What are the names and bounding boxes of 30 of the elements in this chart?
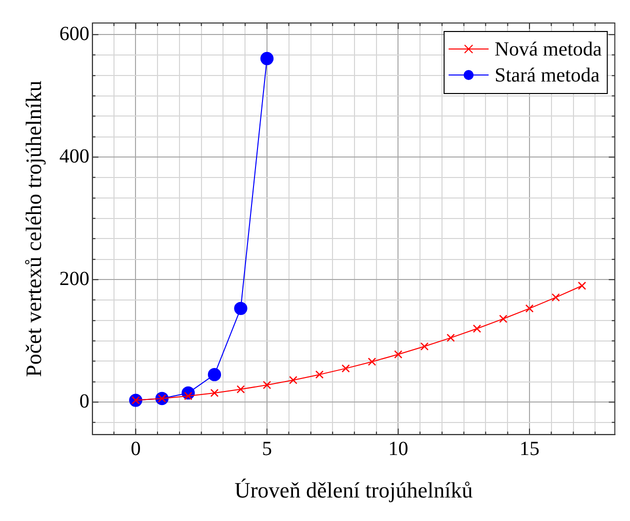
x-tick-label: 0	[130, 438, 141, 460]
point	[578, 282, 586, 290]
point	[446, 334, 455, 342]
y-tick-label: 200	[59, 268, 90, 290]
point	[262, 380, 272, 390]
point	[420, 342, 429, 351]
point	[525, 304, 534, 313]
point	[552, 293, 560, 302]
legend-label: Nová metoda	[494, 38, 602, 60]
x-axis-title: Úroveň dělení trojúhelníků	[234, 478, 473, 503]
x-tick-label: 15	[519, 438, 540, 460]
point	[472, 324, 482, 333]
y-tick-label: 600	[59, 22, 90, 45]
point	[260, 52, 274, 66]
point	[368, 358, 376, 366]
y-tick-label: 400	[59, 145, 90, 168]
y-axis-title: Počet vertexů celého trojúhelníku	[20, 80, 46, 377]
x-tick-label: 5	[262, 438, 272, 460]
x-tick-label: 10	[388, 438, 408, 460]
point	[289, 376, 298, 384]
y-tick-label: 0	[79, 390, 90, 412]
legend-label: Stará metoda	[494, 64, 600, 86]
point	[394, 350, 402, 358]
point	[342, 364, 350, 373]
point	[236, 385, 245, 394]
point	[234, 302, 248, 316]
point	[315, 370, 324, 379]
point	[210, 388, 219, 398]
point	[208, 368, 222, 382]
point	[499, 314, 508, 323]
